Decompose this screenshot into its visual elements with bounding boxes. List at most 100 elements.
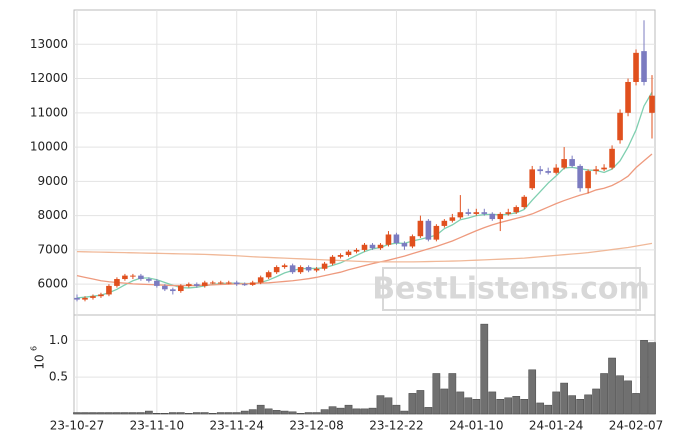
candle-body <box>601 167 607 170</box>
volume-bar <box>416 390 425 415</box>
candle-body <box>90 296 96 298</box>
candle-body <box>425 220 432 240</box>
volume-bar <box>408 393 417 415</box>
volume-bar <box>161 413 169 415</box>
candle-body <box>82 297 88 300</box>
volume-bar <box>121 412 129 415</box>
volume-bar <box>376 395 385 415</box>
volume-bar <box>648 342 656 415</box>
volume-bar <box>184 413 193 415</box>
volume-bar <box>504 397 513 415</box>
y-label-exponent: 6 <box>30 346 39 351</box>
candle-body <box>130 275 136 277</box>
volume-bar <box>328 406 337 415</box>
volume-bar <box>592 388 600 415</box>
candle-body <box>545 171 551 173</box>
volume-bar <box>296 413 305 415</box>
y-tick-label: 8000 <box>37 208 68 222</box>
candle-body <box>178 285 184 292</box>
watermark-box <box>382 267 641 311</box>
volume-bar <box>560 382 568 415</box>
volume-bar <box>192 412 201 415</box>
candle-body <box>289 265 296 273</box>
candle-body <box>217 282 224 284</box>
candle-body <box>74 297 80 300</box>
volume-bar <box>512 396 521 415</box>
candle-body <box>225 282 232 284</box>
volume-bar <box>280 410 289 415</box>
volume-bar <box>272 410 281 415</box>
volume-bar <box>129 412 137 415</box>
candle-body <box>457 212 464 218</box>
volume-bar <box>456 391 465 415</box>
candle-body <box>337 255 344 257</box>
volume-bar <box>400 410 409 415</box>
candle-body <box>106 285 112 295</box>
plot-frame <box>73 9 656 415</box>
candle-body <box>609 148 615 168</box>
candle-body <box>561 159 567 168</box>
x-tick-label: 23-11-10 <box>130 419 184 433</box>
volume-bar <box>600 373 608 415</box>
candle-body <box>617 112 623 141</box>
candle-body <box>201 282 208 286</box>
volume-bar <box>344 404 353 415</box>
volume-bar <box>472 399 481 415</box>
candle-body <box>497 213 504 220</box>
candle-body <box>641 51 647 82</box>
candle-body <box>345 251 352 256</box>
candle-body <box>417 220 424 237</box>
volume-axis-label: 10 6 <box>30 346 47 370</box>
candle-body <box>433 225 440 240</box>
volume-bar <box>520 399 529 415</box>
volume-bar <box>392 404 401 415</box>
volume-bar <box>200 412 209 415</box>
candle-body <box>138 275 144 280</box>
candle-body <box>361 244 368 250</box>
candle-body <box>297 267 304 273</box>
y-tick-label: 0.5 <box>49 370 68 384</box>
volume-bar <box>608 357 616 415</box>
candle-body <box>553 167 559 173</box>
volume-bar <box>264 408 273 415</box>
volume-bar <box>384 397 393 415</box>
marks <box>73 20 656 415</box>
candle-body <box>569 159 575 166</box>
x-tick-label: 24-02-07 <box>609 419 663 433</box>
candle-body <box>449 217 456 221</box>
volume-bar <box>248 409 257 415</box>
volume-bar <box>576 399 584 415</box>
volume-bar <box>432 373 441 415</box>
candle-body <box>385 234 392 245</box>
volume-bar <box>153 413 161 415</box>
candle-body <box>233 282 240 285</box>
volume-bar <box>208 413 217 415</box>
candle-body <box>170 289 176 292</box>
candle-body <box>441 220 448 226</box>
y-tick-label: 7000 <box>37 242 68 256</box>
candle-body <box>281 265 288 268</box>
candle-body <box>393 234 400 244</box>
candle-body <box>377 244 384 249</box>
volume-bar <box>536 402 545 415</box>
y-tick-label: 6000 <box>37 277 68 291</box>
candle-body <box>489 213 496 220</box>
y-tick-label: 12000 <box>30 71 68 85</box>
candle-body <box>625 81 631 113</box>
candle-body <box>241 284 248 286</box>
volume-bar <box>448 373 457 415</box>
volume-bar <box>488 391 497 415</box>
volume-bar <box>352 408 361 415</box>
candle-body <box>505 212 512 214</box>
candle-body <box>305 267 312 271</box>
candle-body <box>313 268 320 271</box>
candle-body <box>633 52 639 82</box>
volume-bar <box>480 323 489 415</box>
volume-bar <box>640 340 648 415</box>
candle-body <box>593 169 599 172</box>
x-tick-label: 23-10-27 <box>50 419 104 433</box>
volume-bar <box>145 410 153 415</box>
volume-bar <box>312 412 321 415</box>
x-tick-label: 23-12-22 <box>369 419 423 433</box>
volume-bar <box>232 412 241 415</box>
